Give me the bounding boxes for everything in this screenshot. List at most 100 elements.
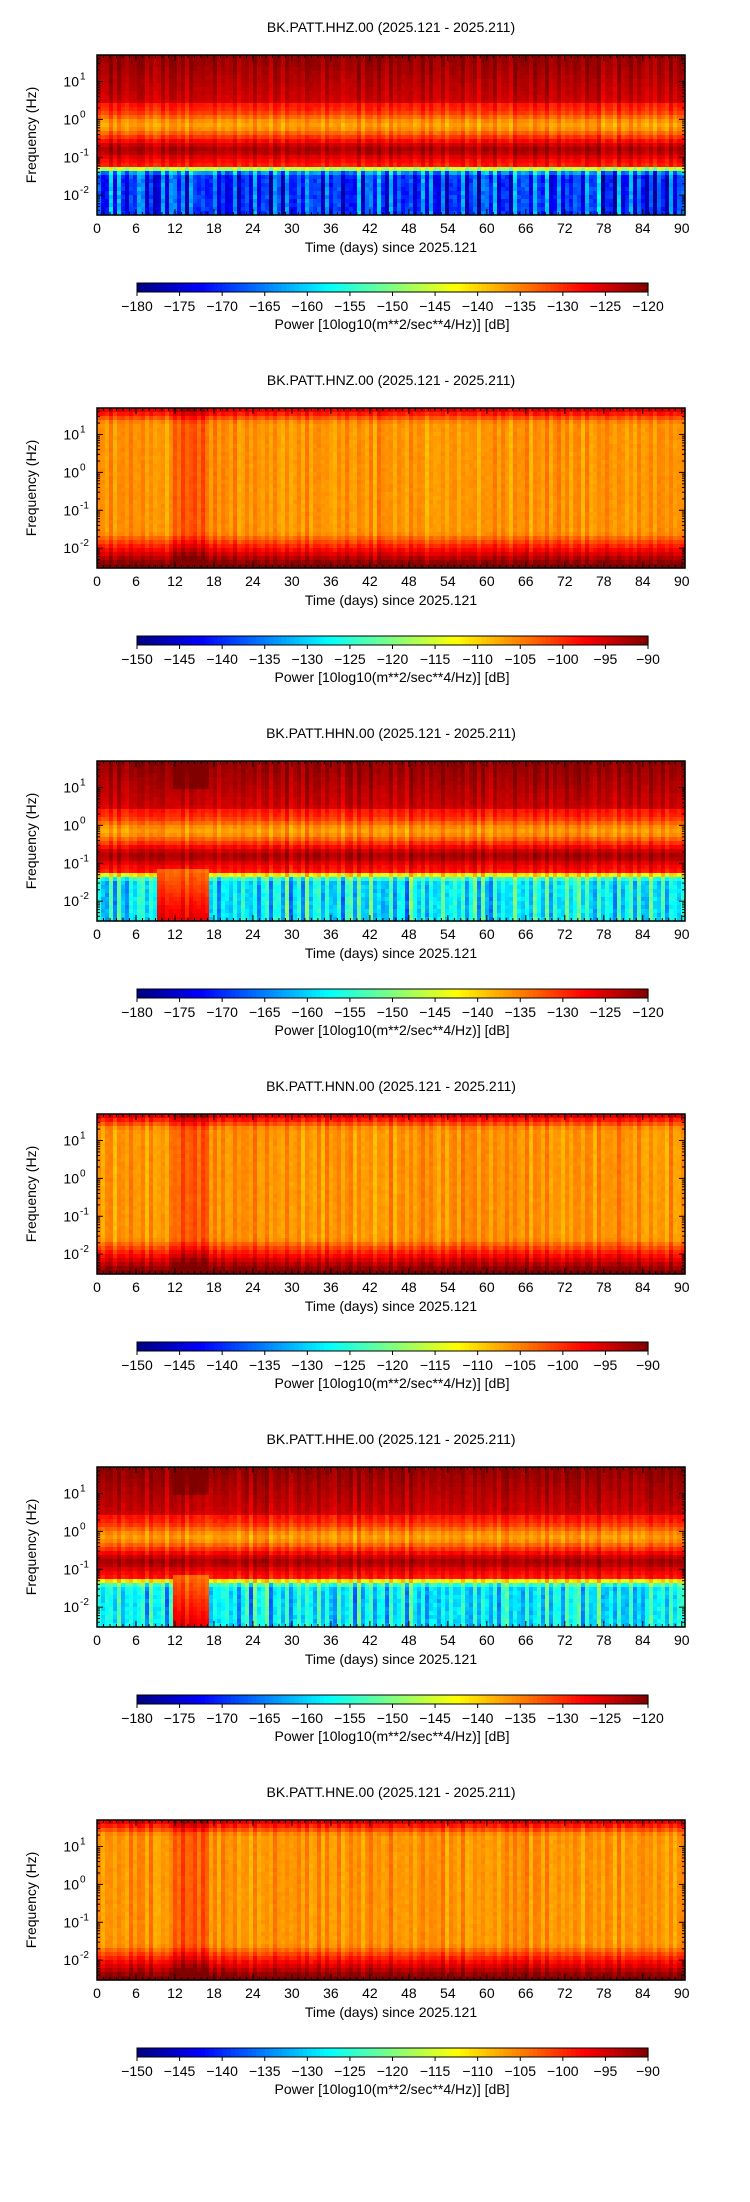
heatmap-cell <box>145 175 150 180</box>
heatmap-cell <box>277 63 282 68</box>
heatmap-cell <box>105 71 110 76</box>
heatmap-cell <box>277 119 282 124</box>
heatmap-cell <box>381 167 386 172</box>
heatmap-cell <box>249 199 254 204</box>
heatmap-cell <box>521 199 526 204</box>
heatmap-cell <box>189 135 194 140</box>
heatmap-cell <box>305 99 310 104</box>
heatmap-cell <box>557 103 562 108</box>
heatmap-cell <box>437 127 442 132</box>
heatmap-cell <box>513 83 518 88</box>
heatmap-cell <box>501 115 506 120</box>
heatmap-cell <box>317 79 322 84</box>
heatmap-cell <box>441 131 446 136</box>
heatmap-cell <box>493 91 498 96</box>
heatmap-cell <box>145 87 150 92</box>
heatmap-cell <box>481 167 486 172</box>
heatmap-cell <box>349 203 354 208</box>
heatmap-cell <box>317 103 322 108</box>
heatmap-cell <box>293 119 298 124</box>
heatmap-cell <box>445 163 450 168</box>
heatmap-cell <box>537 203 542 208</box>
heatmap-cell <box>401 127 406 132</box>
heatmap-cell <box>249 107 254 112</box>
heatmap-cell <box>205 103 210 108</box>
heatmap-cell <box>301 171 306 176</box>
heatmap-cell <box>273 127 278 132</box>
heatmap-cell <box>469 99 474 104</box>
heatmap-cell <box>381 99 386 104</box>
heatmap-cell <box>341 171 346 176</box>
heatmap-cell <box>165 171 170 176</box>
heatmap-cell <box>133 75 138 80</box>
heatmap-cell <box>481 95 486 100</box>
heatmap-cell <box>357 83 362 88</box>
heatmap-cell <box>461 183 466 188</box>
heatmap-cell <box>481 135 486 140</box>
heatmap-cell <box>221 139 226 144</box>
heatmap-cell <box>301 107 306 112</box>
heatmap-cell <box>441 147 446 152</box>
heatmap-cell <box>445 155 450 160</box>
heatmap-cell <box>113 119 118 124</box>
heatmap-cell <box>265 139 270 144</box>
heatmap-cell <box>229 59 234 64</box>
heatmap-cell <box>369 139 374 144</box>
heatmap-cell <box>569 179 574 184</box>
heatmap-cell <box>565 143 570 148</box>
heatmap-cell <box>141 131 146 136</box>
heatmap-cell <box>401 195 406 200</box>
heatmap-cell <box>569 143 574 148</box>
heatmap-cell <box>145 167 150 172</box>
heatmap-cell <box>429 111 434 116</box>
heatmap-cell <box>145 79 150 84</box>
heatmap-cell <box>493 187 498 192</box>
heatmap-cell <box>277 195 282 200</box>
heatmap-cell <box>437 63 442 68</box>
heatmap-cell <box>377 103 382 108</box>
heatmap-cell <box>397 79 402 84</box>
heatmap-cell <box>133 187 138 192</box>
heatmap-cell <box>257 143 262 148</box>
heatmap-cell <box>417 135 422 140</box>
heatmap-cell <box>429 191 434 196</box>
heatmap-cell <box>193 191 198 196</box>
heatmap-cell <box>401 83 406 88</box>
heatmap-cell <box>337 103 342 108</box>
heatmap-cell <box>189 143 194 148</box>
heatmap-cell <box>377 155 382 160</box>
heatmap-cell <box>505 203 510 208</box>
heatmap-cell <box>557 79 562 84</box>
heatmap-cell <box>529 107 534 112</box>
heatmap-cell <box>541 139 546 144</box>
heatmap-cell <box>489 131 494 136</box>
heatmap-cell <box>497 131 502 136</box>
heatmap-cell <box>313 75 318 80</box>
heatmap-cell <box>321 179 326 184</box>
heatmap-cell <box>405 191 410 196</box>
heatmap-cell <box>373 139 378 144</box>
heatmap-cell <box>377 179 382 184</box>
heatmap-cell <box>533 119 538 124</box>
heatmap-cell <box>117 147 122 152</box>
heatmap-cell <box>561 155 566 160</box>
heatmap-cell <box>521 143 526 148</box>
heatmap-cell <box>397 115 402 120</box>
heatmap-cell <box>213 167 218 172</box>
heatmap-cell <box>149 183 154 188</box>
heatmap-cell <box>121 199 126 204</box>
heatmap-cell <box>461 127 466 132</box>
heatmap-cell <box>441 171 446 176</box>
heatmap-cell <box>349 151 354 156</box>
heatmap-cell <box>281 131 286 136</box>
heatmap-cell <box>301 203 306 208</box>
heatmap-cell <box>561 175 566 180</box>
heatmap-cell <box>517 63 522 68</box>
heatmap-cell <box>393 183 398 188</box>
heatmap-cell <box>433 95 438 100</box>
heatmap-cell <box>257 83 262 88</box>
heatmap-cell <box>169 99 174 104</box>
heatmap-cell <box>233 179 238 184</box>
heatmap-cell <box>481 175 486 180</box>
heatmap-cell <box>465 91 470 96</box>
